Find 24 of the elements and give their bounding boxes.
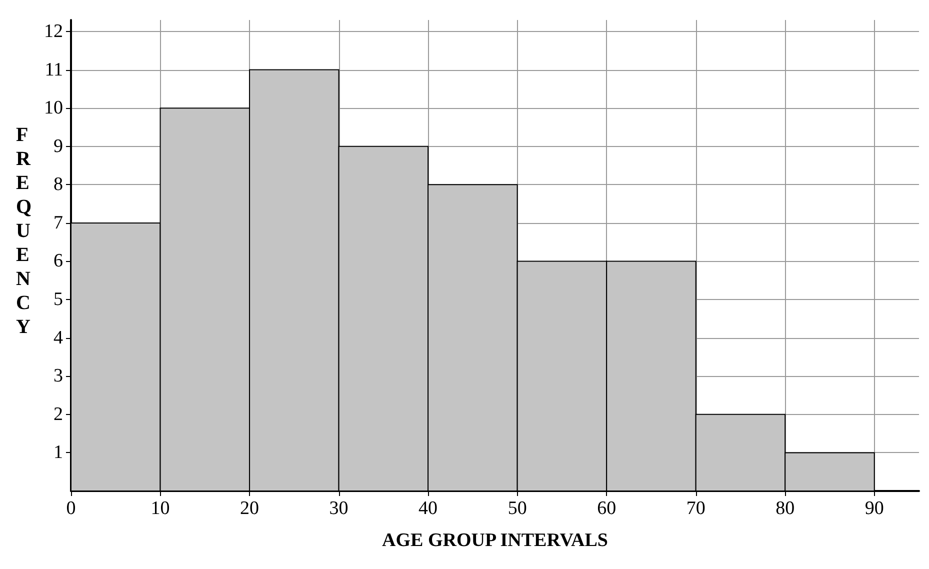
x-tick-label: 80 xyxy=(776,498,795,519)
y-tick-label: 8 xyxy=(54,174,63,196)
y-tick-label: 6 xyxy=(54,250,63,272)
x-tick-label: 70 xyxy=(686,498,706,519)
x-axis-title: AGE GROUP INTERVALS xyxy=(382,530,608,551)
y-tick-label: 1 xyxy=(54,442,63,464)
y-tick-label: 3 xyxy=(54,366,63,387)
y-tick-label: 2 xyxy=(54,404,63,425)
y-tick-label: 11 xyxy=(44,59,63,80)
y-tick-label: 10 xyxy=(44,98,63,119)
x-tick-label: 0 xyxy=(66,498,76,519)
y-tick-label: 4 xyxy=(54,327,64,348)
y-tick-label: 9 xyxy=(54,136,63,157)
x-tick-label: 40 xyxy=(418,498,438,519)
x-tick-label: 10 xyxy=(150,498,170,519)
x-tick-label: 90 xyxy=(864,498,884,519)
text: FREQUENCY xyxy=(16,124,32,338)
y-tick-label: 5 xyxy=(54,289,63,310)
x-tick-label: 50 xyxy=(508,498,527,519)
y-tick-label: 7 xyxy=(54,212,63,234)
x-tick-label: 20 xyxy=(240,498,260,519)
x-tick-label: 30 xyxy=(329,498,348,519)
x-tick-label: 60 xyxy=(597,498,616,519)
y-tick-label: 12 xyxy=(44,20,63,42)
